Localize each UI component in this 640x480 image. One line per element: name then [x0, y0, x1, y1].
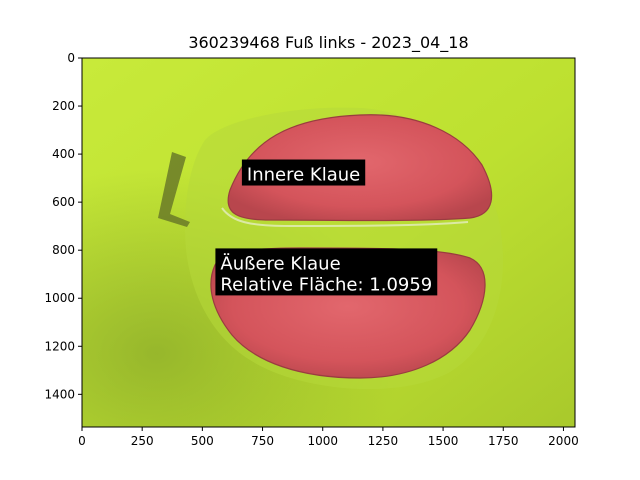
- annotation-text: Äußere Klaue: [220, 253, 340, 274]
- x-tick-label: 250: [131, 434, 154, 448]
- plot-frame: [81, 57, 576, 428]
- marker-stick: [158, 152, 190, 227]
- y-tick-label: 1000: [44, 291, 75, 305]
- x-tick-label: 1250: [368, 434, 399, 448]
- x-tick-label: 2000: [548, 434, 579, 448]
- claw-gap-highlight: [221, 207, 469, 228]
- x-tick-label: 0: [78, 434, 86, 448]
- annotation-label: Innere Klaue: [241, 159, 366, 186]
- y-tick-label: 200: [52, 99, 75, 113]
- annotation-background: [241, 159, 366, 186]
- y-tick-label: 0: [67, 51, 75, 65]
- y-tick-label: 800: [52, 243, 75, 257]
- y-axis: 0 200 400 600 800 1000 1200 1400: [44, 51, 82, 401]
- y-tick-label: 1400: [44, 387, 75, 401]
- annotation-background: [215, 248, 438, 296]
- y-tick-label: 600: [52, 195, 75, 209]
- x-axis: 0 250 500 750 1000 1250 1500 1750 2000: [78, 427, 579, 448]
- photo-image: [82, 58, 575, 427]
- annotation-text: Relative Fläche: 1.0959: [220, 274, 432, 295]
- x-tick-label: 750: [251, 434, 274, 448]
- y-tick-label: 400: [52, 147, 75, 161]
- x-tick-label: 500: [191, 434, 214, 448]
- chart-title: 360239468 Fuß links - 2023_04_18: [188, 33, 469, 52]
- y-tick-label: 1200: [44, 339, 75, 353]
- x-tick-label: 1750: [488, 434, 519, 448]
- x-tick-label: 1000: [307, 434, 338, 448]
- x-tick-label: 1500: [428, 434, 459, 448]
- annotation-text: Innere Klaue: [247, 165, 360, 186]
